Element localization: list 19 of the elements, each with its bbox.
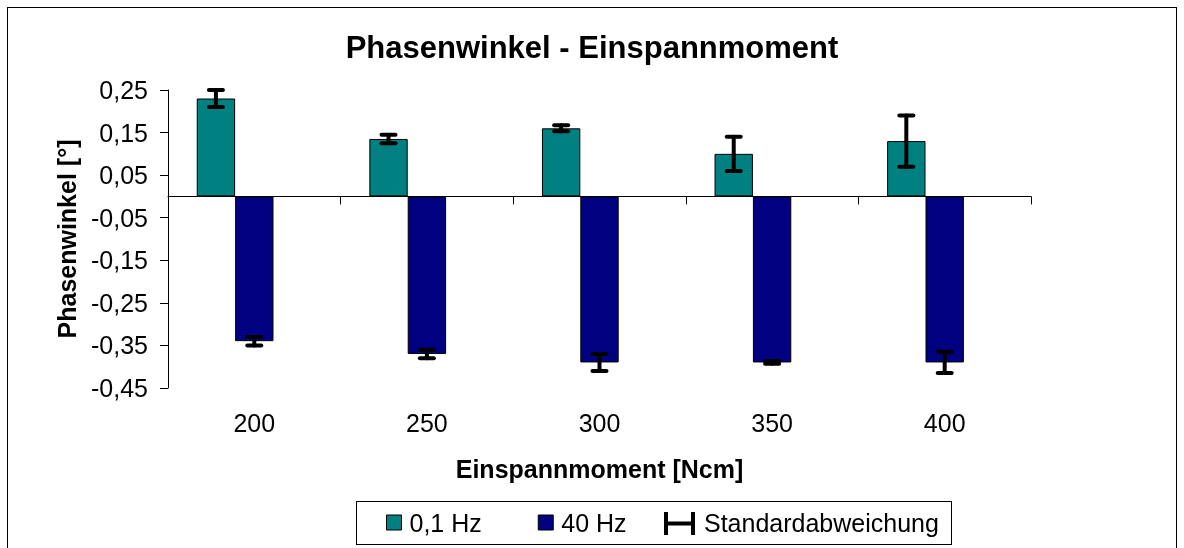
y-tick-label: 0,05 [99,161,148,190]
legend-label: 0,1 Hz [409,508,482,537]
y-tick-label: -0,45 [91,374,148,402]
x-axis-title: Einspannmoment [Ncm] [455,454,744,483]
x-tick-label: 400 [923,408,966,437]
y-tick-label: -0,15 [91,246,148,275]
x-tick-label: 200 [233,408,276,437]
legend-label: 40 Hz [561,508,627,537]
y-tick-label: -0,35 [91,331,148,360]
y-tick-label: -0,25 [91,288,148,317]
y-tick-label: -0,05 [91,203,148,232]
x-tick-label: 300 [578,408,621,437]
x-tick-label: 350 [751,408,793,437]
text: Standardabweichung [704,508,939,537]
chart-title: Phasenwinkel - Einspannmoment [345,30,839,65]
y-axis-title: Phasenwinkel [°] [52,139,81,339]
y-tick-label: 0,15 [99,118,148,147]
y-tick-label: 0,25 [99,76,148,104]
x-tick-label: 250 [406,408,448,437]
